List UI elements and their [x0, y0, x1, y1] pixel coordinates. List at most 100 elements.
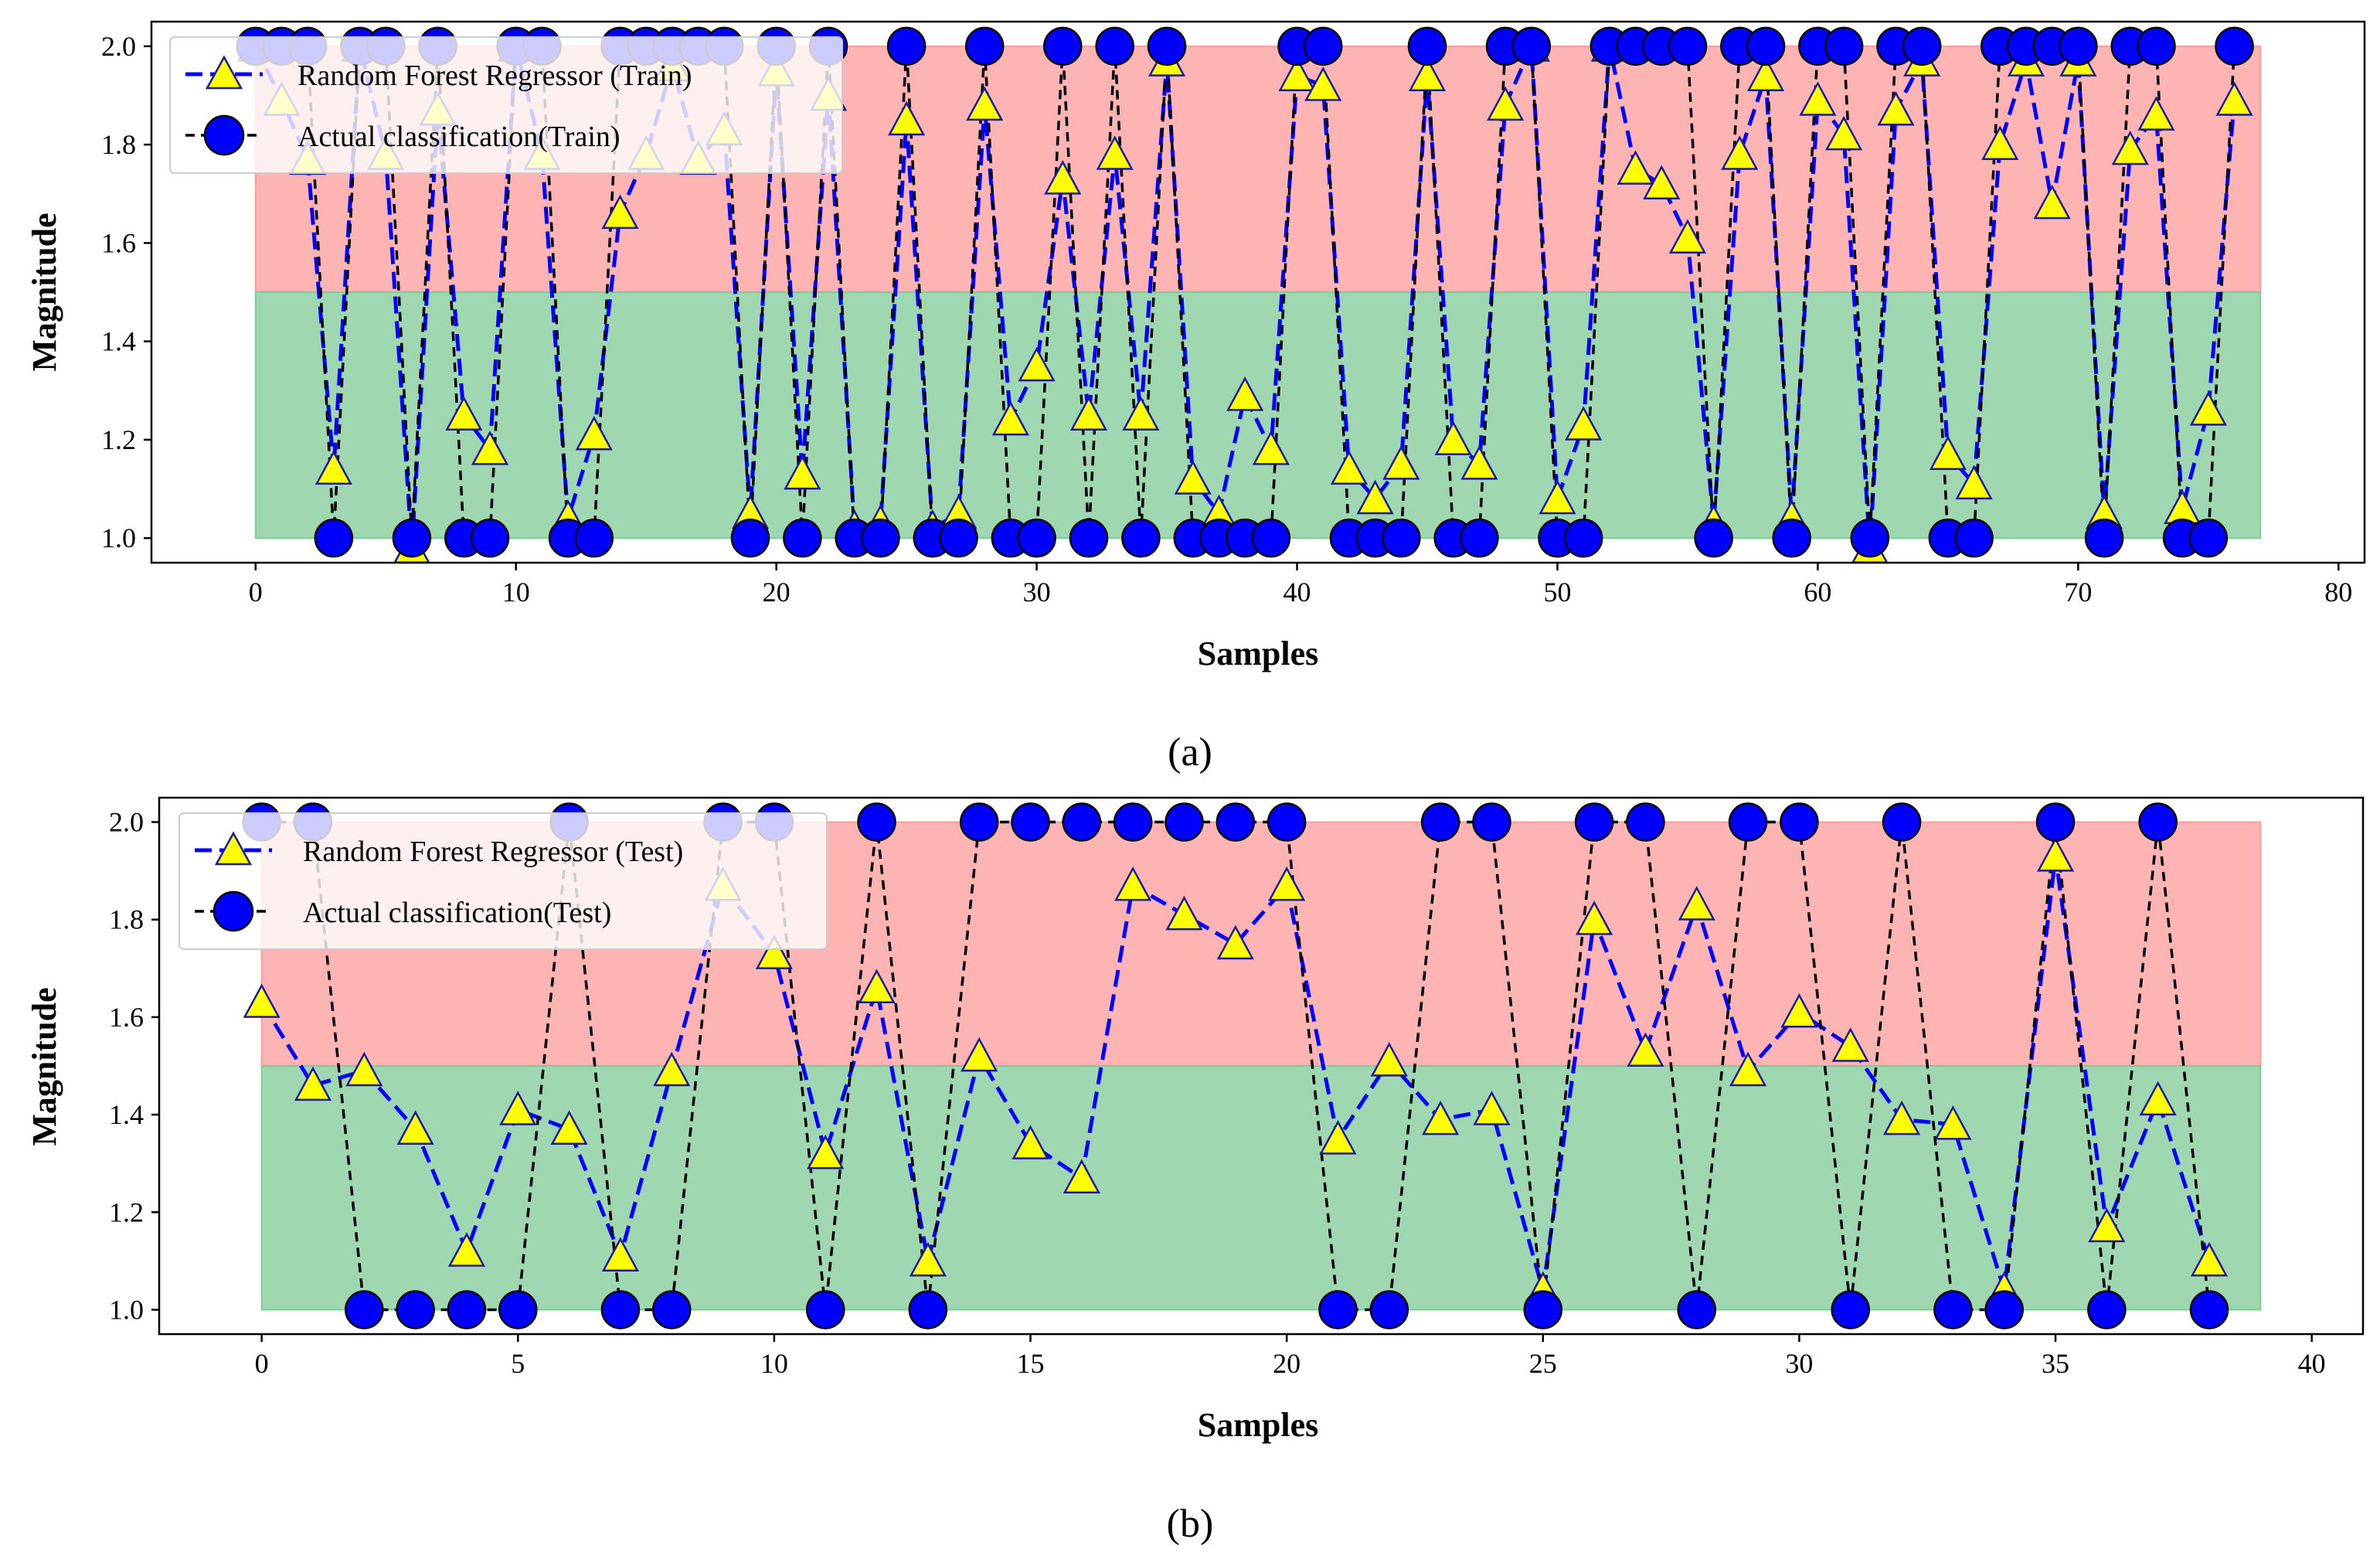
predicted-point-b-24: [1473, 1091, 1511, 1125]
predicted-point-a-53: [1617, 150, 1654, 185]
actual-point-b-23: [1420, 802, 1460, 842]
y-tick-label-a-2: 1.4: [101, 326, 136, 357]
x-tick-label-b-1: 5: [511, 1348, 525, 1379]
actual-point-a-55: [1668, 26, 1708, 66]
plot-frame-a: [150, 20, 2366, 564]
predicted-point-a-32: [1069, 396, 1108, 431]
predicted-point-b-3: [396, 1110, 434, 1145]
legend-predicted-label-a: Random Forest Regressor (Train): [298, 60, 692, 92]
actual-point-b-31: [1831, 1290, 1870, 1329]
x-tick-label-b-6: 30: [1785, 1348, 1813, 1379]
predicted-point-a-41: [1304, 66, 1342, 101]
predicted-point-a-8: [445, 396, 483, 431]
actual-point-a-64: [1902, 26, 1942, 66]
predicted-point-b-32: [1882, 1100, 1921, 1135]
predicted-point-a-65: [1929, 435, 1967, 470]
predicted-point-b-29: [1729, 1051, 1767, 1087]
predicted-point-a-57: [1721, 135, 1759, 170]
predicted-point-a-28: [966, 86, 1004, 121]
predicted-point-a-44: [1382, 445, 1420, 480]
x-axis-label-a: Samples: [1198, 635, 1318, 672]
actual-point-a-30: [1017, 518, 1056, 558]
plot-frame-b: [158, 796, 2365, 1336]
panel-caption-a: (a): [1168, 730, 1212, 774]
predicted-point-b-0: [243, 983, 280, 1018]
actual-point-b-21: [1318, 1290, 1358, 1329]
predicted-point-a-31: [1044, 160, 1082, 195]
actual-point-b-22: [1369, 1290, 1409, 1329]
x-tick-label-a-8: 80: [2324, 577, 2352, 608]
predicted-point-b-4: [447, 1232, 486, 1267]
x-tick-label-b-8: 40: [2298, 1348, 2326, 1379]
legend-actual-label-a: Actual classification(Train): [298, 121, 620, 153]
x-tick-label-b-5: 25: [1529, 1348, 1557, 1379]
predicted-point-a-25: [888, 100, 926, 136]
predicted-point-a-40: [1278, 56, 1316, 91]
predicted-point-a-66: [1955, 465, 1993, 500]
actual-point-b-18: [1164, 802, 1204, 842]
predicted-point-b-7: [601, 1237, 640, 1272]
predicted-point-b-11: [807, 1134, 845, 1169]
legend-b: Random Forest Regressor (Test) Actual cl…: [178, 812, 828, 950]
actual-point-a-61: [1824, 26, 1864, 66]
actual-point-a-32: [1069, 518, 1109, 558]
predicted-point-b-10: [755, 934, 794, 969]
x-tick-label-a-1: 10: [502, 577, 530, 608]
panel-a: 0 10 20 30 40 50 60 70 80 1.0 1.2 1.4 1.6 1.8 2.0 Rand…: [26, 20, 2366, 774]
actual-point-b-37: [2138, 802, 2178, 842]
actual-point-b-17: [1113, 802, 1153, 842]
predicted-point-b-1: [294, 1066, 332, 1101]
y-tick-label-b-1: 1.2: [109, 1197, 144, 1227]
actual-point-a-73: [2137, 26, 2176, 66]
actual-point-a-39: [1251, 518, 1291, 558]
predicted-point-b-28: [1678, 886, 1715, 921]
actual-point-a-66: [1954, 518, 1994, 558]
actual-point-a-27: [939, 518, 978, 558]
predicted-point-a-55: [1668, 219, 1707, 254]
legend-box-b: [178, 812, 828, 950]
predicted-point-b-2: [345, 1051, 383, 1087]
actual-point-b-15: [1011, 802, 1050, 842]
y-tick-label-a-5: 2.0: [101, 31, 136, 62]
actual-point-a-33: [1095, 26, 1134, 66]
x-tick-label-a-0: 0: [249, 577, 263, 608]
predicted-point-b-38: [2190, 1241, 2229, 1277]
predicted-point-a-54: [1643, 165, 1681, 199]
actual-point-a-21: [783, 518, 822, 558]
actual-point-a-35: [1147, 26, 1187, 66]
predicted-point-b-23: [1422, 1100, 1460, 1135]
predicted-point-a-13: [575, 415, 613, 451]
predicted-point-b-21: [1319, 1120, 1357, 1155]
actual-point-a-19: [730, 518, 770, 558]
actual-point-b-38: [2189, 1290, 2229, 1329]
actual-point-b-19: [1216, 802, 1256, 842]
actual-point-a-3: [314, 518, 354, 558]
predicted-point-a-63: [1877, 90, 1915, 126]
predicted-point-a-48: [1486, 86, 1525, 121]
predicted-point-a-46: [1434, 420, 1472, 455]
band-low-a: [254, 291, 2262, 540]
predicted-point-a-30: [1018, 346, 1056, 382]
bands-a: [254, 45, 2262, 540]
predicted-point-a-14: [601, 194, 639, 230]
actual-point-a-28: [964, 26, 1005, 66]
predicted-point-b-12: [858, 969, 896, 1004]
predicted-point-b-16: [1062, 1159, 1100, 1194]
actual-point-b-5: [498, 1290, 538, 1329]
y-tick-label-a-3: 1.6: [101, 227, 136, 258]
predicted-point-b-37: [2139, 1081, 2177, 1116]
actual-point-a-58: [1746, 26, 1786, 66]
y-axis-label-b: Magnitude: [26, 987, 63, 1146]
actual-point-b-33: [1933, 1290, 1973, 1329]
x-tick-label-a-6: 60: [1804, 577, 1831, 608]
actual-point-b-26: [1574, 802, 1614, 842]
x-tick-label-b-0: 0: [255, 1348, 269, 1379]
y-tick-label-a-4: 1.8: [101, 129, 136, 160]
y-tick-label-a-1: 1.2: [101, 424, 136, 455]
series-b: [242, 802, 2229, 1329]
actual-point-b-27: [1626, 802, 1665, 842]
actual-point-b-32: [1882, 802, 1922, 842]
actual-point-a-70: [2059, 26, 2098, 66]
legend-actual-marker-a: [203, 114, 245, 156]
predicted-point-a-9: [471, 431, 509, 465]
